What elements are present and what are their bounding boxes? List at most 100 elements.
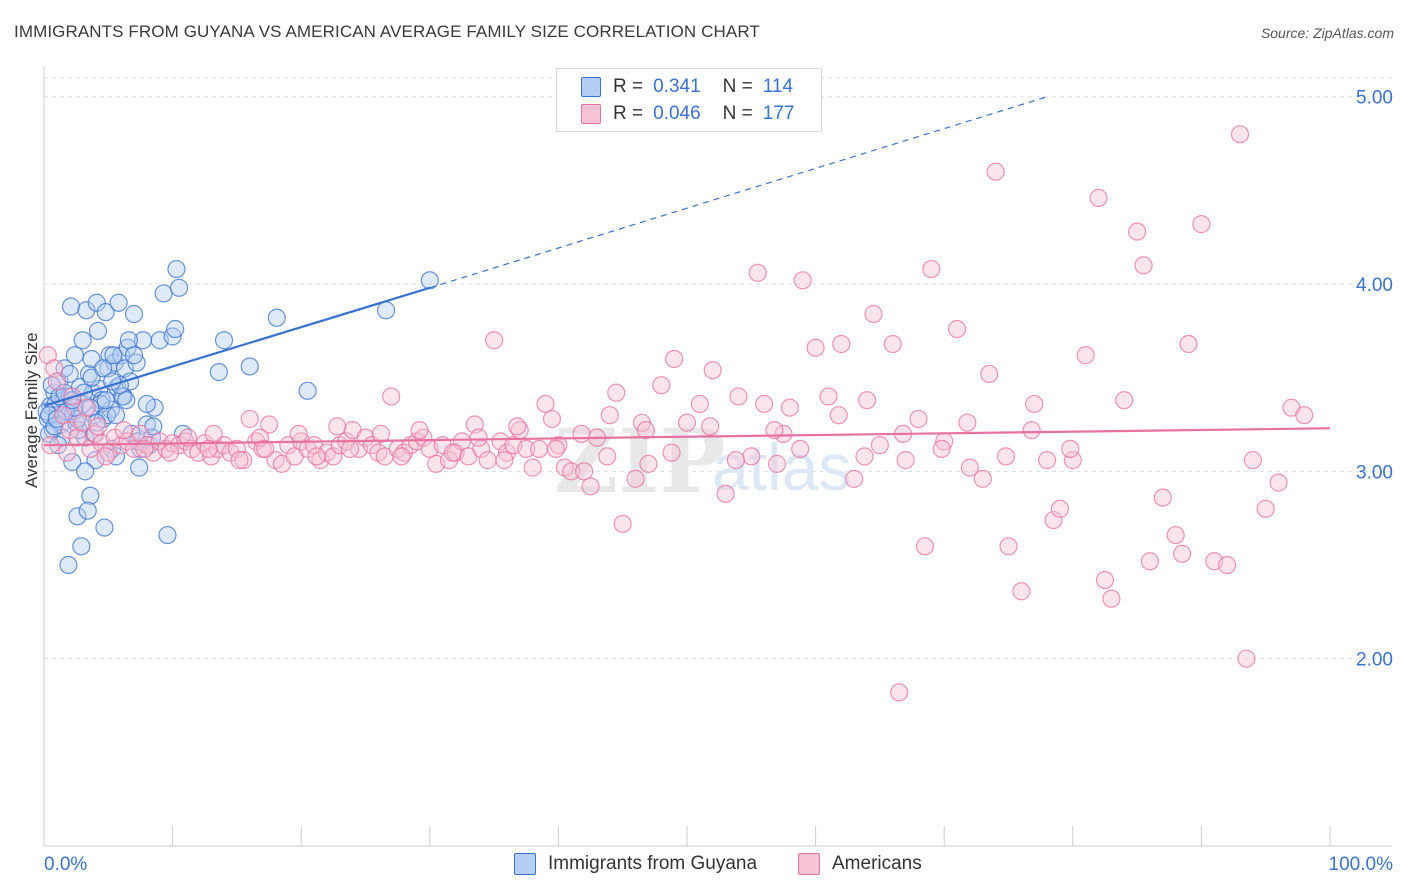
americans-point — [1230, 125, 1250, 144]
guyana-point — [137, 394, 156, 414]
americans-point — [1153, 488, 1172, 507]
guyana-point — [73, 331, 92, 350]
americans-point — [495, 451, 514, 470]
americans-point — [932, 439, 951, 458]
americans-point — [1269, 473, 1288, 492]
americans-point — [922, 259, 941, 279]
guyana-point — [420, 271, 439, 290]
guyana-point — [95, 518, 114, 537]
americans-point — [1025, 394, 1044, 414]
americans-point — [160, 443, 180, 462]
americans-point — [639, 454, 658, 473]
bottom-legend-swatch-pink — [798, 853, 820, 875]
legend-r-label: R = — [613, 103, 644, 124]
legend-n-value: 114 — [762, 76, 794, 97]
americans-point — [1179, 334, 1198, 354]
americans-point — [765, 421, 784, 440]
americans-point — [980, 364, 999, 384]
americans-point — [662, 443, 681, 462]
guyana-trend-line — [43, 286, 431, 407]
guyana-point — [154, 284, 173, 303]
americans-point — [845, 469, 864, 488]
guyana-point — [127, 353, 146, 372]
legend-row-americans: R = 0.046 N = 177 — [581, 102, 794, 126]
americans-point — [392, 447, 411, 466]
americans-point — [1022, 421, 1041, 440]
americans-point — [864, 304, 883, 324]
americans-point — [1243, 451, 1262, 470]
americans-point — [703, 361, 722, 380]
americans-point — [1063, 451, 1082, 470]
americans-point — [86, 424, 105, 444]
americans-point — [1192, 215, 1211, 234]
americans-point — [443, 443, 463, 462]
guyana-point — [94, 359, 113, 378]
guyana-point — [167, 259, 186, 279]
americans-point — [1134, 256, 1153, 275]
americans-point — [947, 319, 967, 339]
americans-point — [607, 383, 626, 402]
americans-point — [958, 413, 977, 432]
guyana-point — [124, 304, 144, 324]
americans-point — [562, 462, 581, 481]
americans-point — [73, 413, 92, 432]
americans-point — [729, 387, 748, 406]
guyana-point — [96, 303, 115, 322]
americans-point — [1095, 570, 1115, 590]
americans-point — [1102, 589, 1121, 608]
guyana-point — [376, 301, 396, 320]
guyana-point — [214, 331, 234, 350]
americans-point — [1044, 510, 1063, 530]
x-tick-label: 0.0% — [44, 854, 87, 875]
americans-point — [47, 372, 66, 391]
legend-r-label: R = — [613, 76, 644, 97]
americans-point — [626, 469, 645, 488]
guyana-point — [59, 555, 78, 575]
guyana-point — [76, 428, 95, 447]
americans-trend-line — [43, 427, 1331, 447]
americans-point — [716, 484, 735, 503]
americans-point — [986, 162, 1005, 181]
americans-point — [665, 349, 684, 369]
guyana-trend-extension — [429, 96, 1048, 289]
americans-point — [581, 477, 600, 496]
americans-point — [1237, 649, 1256, 668]
americans-point — [1256, 499, 1275, 518]
guyana-point — [65, 346, 84, 365]
guyana-point — [267, 308, 286, 327]
americans-point — [1037, 451, 1057, 470]
americans-point — [546, 439, 565, 458]
bottom-legend-swatch-blue — [514, 853, 536, 875]
americans-point — [613, 514, 632, 533]
americans-point — [199, 439, 218, 458]
guyana-point — [106, 406, 126, 425]
americans-point — [890, 683, 909, 702]
guyana-point — [81, 486, 100, 505]
americans-point — [230, 451, 249, 470]
guyana-point — [77, 301, 96, 320]
legend-r-value: 0.046 — [653, 103, 701, 124]
americans-point — [54, 406, 73, 425]
bottom-legend-guyana: Immigrants from Guyana — [514, 852, 757, 876]
legend-n-label: N = — [722, 76, 753, 97]
americans-point — [1050, 499, 1070, 518]
americans-point — [767, 454, 787, 473]
americans-point — [77, 398, 96, 417]
americans-point — [1166, 525, 1185, 545]
bottom-legend-americans: Americans — [798, 852, 922, 876]
americans-point — [114, 421, 133, 440]
americans-point — [600, 406, 619, 425]
chart-source: Source: ZipAtlas.com — [1260, 25, 1394, 41]
americans-point — [829, 406, 848, 425]
bottom-legend-label: Americans — [832, 853, 922, 874]
americans-point — [774, 424, 793, 444]
americans-point — [960, 458, 980, 477]
americans-point — [870, 436, 890, 455]
legend-n-label: N = — [722, 103, 753, 124]
y-axis-label: Average Family Size — [22, 332, 41, 488]
americans-point — [883, 334, 902, 354]
americans-point — [536, 394, 555, 414]
americans-point — [259, 415, 279, 434]
americans-point — [742, 447, 761, 466]
